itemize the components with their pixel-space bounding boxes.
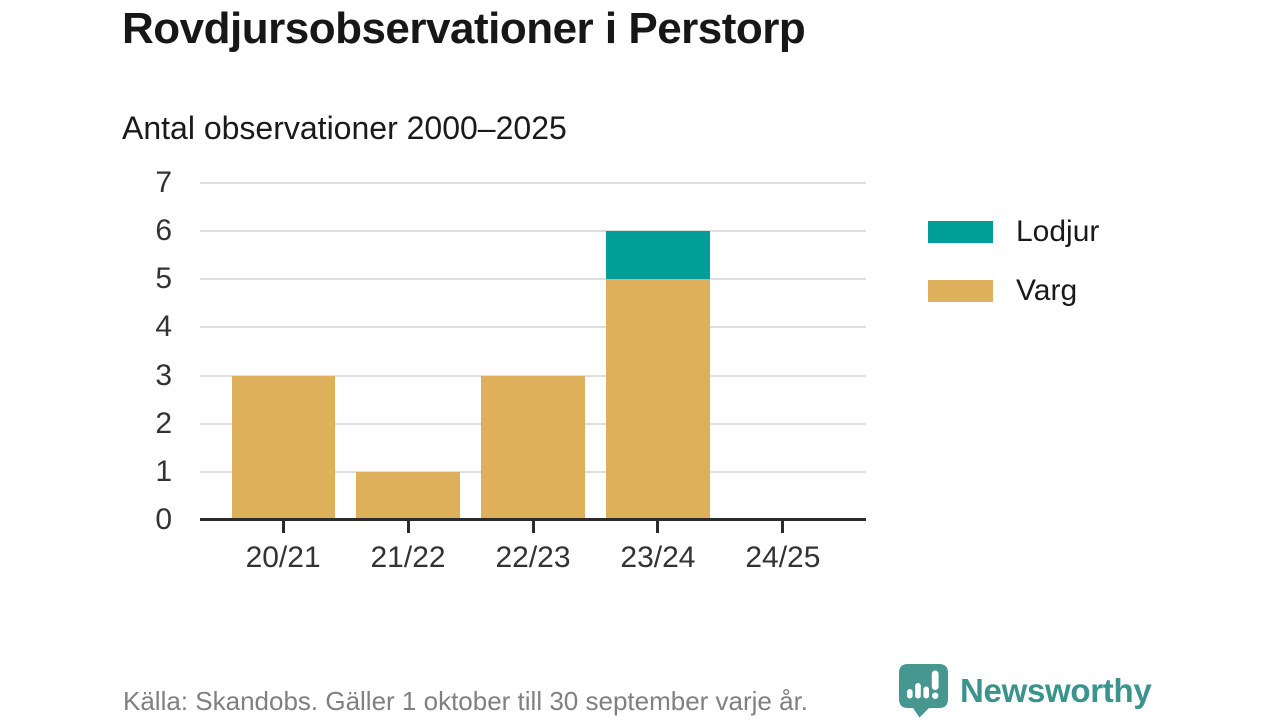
gridline-y-5	[200, 278, 866, 281]
x-tick-20-21	[281, 520, 285, 533]
x-tick-21-22	[406, 520, 410, 533]
x-axis-label: 20/21	[245, 541, 321, 574]
x-axis-line	[200, 518, 866, 521]
legend-item-lodjur: Lodjur	[928, 215, 1099, 249]
chart-subtitle: Antal observationer 2000–2025	[122, 110, 567, 146]
newsworthy-logo-icon	[899, 664, 948, 718]
chart-title: Rovdjursobservationer i Perstorp	[122, 4, 806, 53]
x-tick-22-23	[531, 520, 535, 533]
gridline-y-6	[200, 230, 866, 233]
bar-lodjur-23-24	[606, 231, 710, 280]
y-axis-label: 1	[155, 454, 172, 488]
x-axis-label: 23/24	[620, 541, 696, 574]
y-axis-label: 2	[155, 406, 172, 440]
x-tick-23-24	[656, 520, 660, 533]
legend-label: Lodjur	[1016, 215, 1100, 248]
y-axis-label: 6	[155, 214, 172, 248]
gridline-y-7	[200, 182, 866, 184]
gridline-y-4	[200, 326, 866, 329]
newsworthy-brand: Newsworthy	[898, 663, 1152, 718]
y-axis-label: 5	[155, 262, 172, 296]
y-axis-label: 4	[155, 310, 172, 344]
legend-item-varg: Varg	[928, 274, 1099, 308]
y-axis-label: 7	[155, 166, 172, 199]
legend: Lodjur Varg	[928, 215, 1099, 333]
newsworthy-wordmark: Newsworthy	[960, 671, 1152, 709]
x-axis-label: 22/23	[495, 541, 571, 574]
plot-area: 20/21 21/22 22/23 23/24 24/25	[200, 182, 866, 574]
legend-swatch-varg	[928, 280, 993, 302]
x-tick-24-25	[781, 520, 785, 533]
x-axis-label: 24/25	[745, 541, 821, 574]
bar-varg-20-21	[231, 375, 335, 520]
y-axis-label: 0	[155, 503, 172, 536]
legend-label: Varg	[1016, 274, 1078, 307]
y-axis-labels: 0 1 2 3 4 5 6 7	[106, 166, 186, 536]
bar-varg-21-22	[356, 471, 460, 520]
x-axis-label: 21/22	[370, 541, 446, 574]
bar-varg-22-23	[481, 375, 585, 520]
source-note: Källa: Skandobs. Gäller 1 oktober till 3…	[123, 686, 809, 716]
bar-varg-23-24	[606, 279, 710, 520]
y-axis-label: 3	[155, 358, 172, 392]
legend-swatch-lodjur	[928, 221, 993, 243]
